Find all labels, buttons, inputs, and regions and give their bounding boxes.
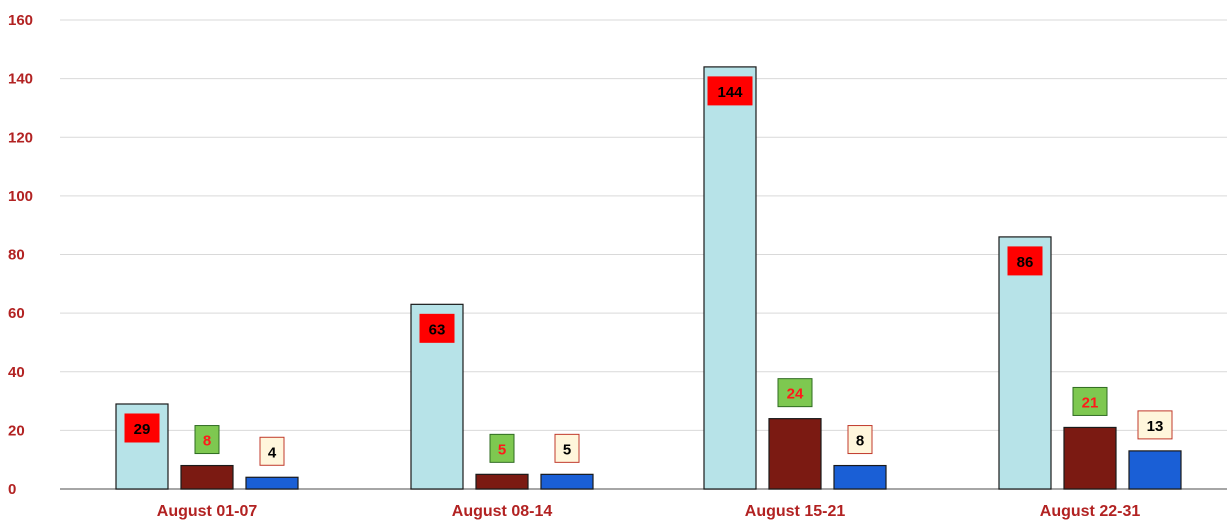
data-label-series2-2: 5	[489, 433, 515, 463]
data-label-value: 5	[498, 441, 506, 458]
data-label-box	[554, 433, 580, 463]
data-label-value: 63	[429, 321, 446, 338]
y-tick-label: 100	[8, 188, 33, 205]
bar-series2-2	[475, 473, 529, 490]
data-label-series1-2: 63	[419, 313, 455, 343]
data-label-series2-1: 8	[194, 425, 220, 455]
data-label-series3-3: 8	[847, 425, 873, 455]
data-label-series1-3: 144	[707, 76, 753, 106]
data-label-value: 21	[1082, 394, 1099, 411]
bar-series1-3	[703, 66, 757, 490]
data-label-value: 4	[268, 444, 277, 461]
data-label-value: 144	[717, 84, 743, 101]
y-tick-label: 60	[8, 305, 25, 322]
data-label-box	[1072, 386, 1108, 416]
y-axis-ticks: 0 20 40 60 80 100 120 140 160	[8, 12, 33, 498]
y-tick-label: 140	[8, 71, 33, 88]
x-category-label: August 15-21	[745, 503, 846, 520]
gridlines	[60, 19, 1227, 490]
data-label-value: 5	[563, 441, 571, 458]
data-label-box	[1137, 410, 1173, 440]
data-label-box	[777, 378, 813, 408]
bar-series3-3	[833, 464, 887, 490]
data-label-value: 29	[134, 421, 151, 438]
bar-series3-1	[245, 476, 299, 490]
x-category-label: August 22-31	[1040, 503, 1141, 520]
data-label-series3-2: 5	[554, 433, 580, 463]
data-label-value: 86	[1017, 254, 1034, 271]
bar-series2-1	[180, 464, 234, 490]
data-label-value: 8	[203, 433, 211, 450]
y-tick-label: 0	[8, 481, 16, 498]
data-label-value: 8	[856, 433, 864, 450]
bars	[115, 66, 1182, 490]
data-label-box	[1007, 246, 1043, 276]
y-tick-label: 160	[8, 12, 33, 29]
data-label-box	[124, 413, 160, 443]
x-axis-categories: August 01-07 August 08-14 August 15-21 Augu…	[157, 503, 1141, 520]
data-label-box	[419, 313, 455, 343]
data-label-series2-4: 21	[1072, 386, 1108, 416]
y-tick-label: 40	[8, 364, 25, 381]
data-label-series1-4: 86	[1007, 246, 1043, 276]
bar-series3-4	[1128, 450, 1182, 490]
data-label-series3-4: 13	[1137, 410, 1173, 440]
data-label-series2-3: 24	[777, 378, 813, 408]
data-label-box	[707, 76, 753, 106]
data-label-series1-1: 29	[124, 413, 160, 443]
bar-series2-3	[768, 418, 822, 490]
data-label-value: 13	[1147, 418, 1164, 435]
x-category-label: August 01-07	[157, 503, 258, 520]
data-labels: 29 63 144 86 8 5 24 21 4 5 8 13	[124, 76, 1173, 466]
data-label-box	[259, 436, 285, 466]
y-tick-label: 80	[8, 247, 25, 264]
data-label-box	[489, 433, 515, 463]
data-label-box	[847, 425, 873, 455]
data-label-value: 24	[787, 386, 804, 403]
data-label-series3-1: 4	[259, 436, 285, 466]
y-tick-label: 20	[8, 422, 25, 439]
data-label-box	[194, 425, 220, 455]
y-tick-label: 120	[8, 129, 33, 146]
bar-series2-4	[1063, 426, 1117, 490]
bar-series3-2	[540, 473, 594, 490]
x-category-label: August 08-14	[452, 503, 553, 520]
bar-series1-4	[998, 236, 1052, 490]
